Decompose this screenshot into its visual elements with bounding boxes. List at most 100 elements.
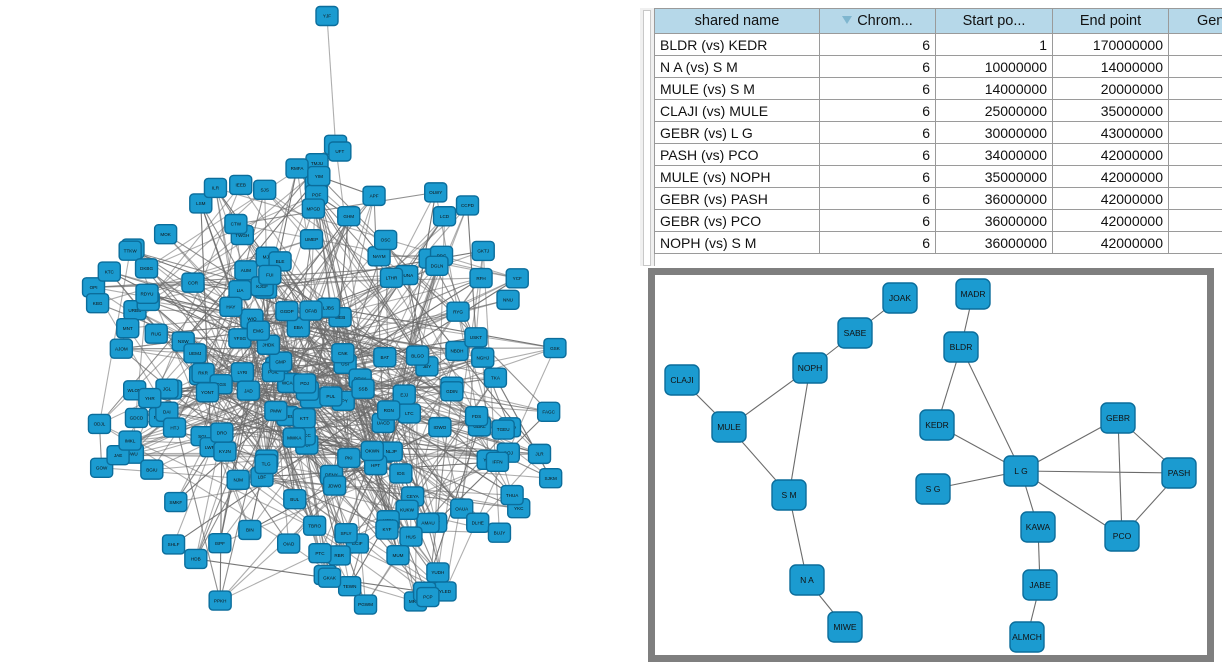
column-header-chromosome[interactable]: Chrom... [819, 8, 936, 34]
network-node[interactable]: PDJ [292, 373, 317, 394]
network-node[interactable]: EJJ [392, 384, 416, 405]
network-node[interactable]: L G [1003, 455, 1039, 487]
network-node[interactable]: JLR [527, 443, 552, 465]
network-node[interactable]: PCP [416, 586, 440, 608]
network-node[interactable]: KYF [375, 519, 399, 540]
network-node[interactable]: BUJY [487, 522, 512, 543]
network-node[interactable]: IFFN [485, 451, 510, 473]
table-row[interactable]: GEBR (vs) PCO636000000420000008.4 [654, 209, 1222, 232]
column-header-shared_name[interactable]: shared name [654, 8, 820, 34]
network-node[interactable]: LYRI [230, 362, 255, 383]
network-node[interactable]: BGIU [140, 459, 164, 480]
network-node[interactable]: BLGO [405, 345, 430, 366]
network-node[interactable]: DKBG [134, 258, 159, 279]
network-node[interactable]: PUL [319, 386, 343, 407]
network-node[interactable]: OIAD [276, 533, 301, 554]
network-node[interactable]: AMAU [416, 512, 440, 534]
network-node[interactable]: SSB [351, 378, 375, 400]
network-node[interactable]: YCF [505, 268, 529, 289]
network-node[interactable]: MNT [116, 317, 140, 339]
network-node[interactable]: PKI [337, 447, 361, 469]
network-node[interactable]: SHLF [161, 534, 186, 555]
network-node[interactable]: BLDR [943, 331, 979, 363]
network-node[interactable]: SMKF [164, 491, 188, 513]
network-node[interactable]: IEEB [229, 174, 253, 196]
network-node[interactable]: JABE [1022, 569, 1058, 601]
network-node[interactable]: BIN [238, 519, 262, 541]
network-node[interactable]: JOAK [882, 282, 918, 314]
network-node[interactable]: LSM [189, 193, 213, 214]
network-node[interactable]: KTT [292, 407, 316, 429]
network-node[interactable]: FDS [464, 405, 489, 427]
network-node[interactable]: YONT [195, 382, 220, 403]
network-node[interactable]: FAGC [536, 401, 561, 422]
network-node[interactable]: KYJN [213, 441, 237, 462]
network-node[interactable]: RGN [377, 400, 401, 421]
network-node[interactable]: HAY [219, 296, 243, 317]
network-node[interactable]: LCD [432, 206, 457, 227]
network-node[interactable]: KTC [97, 261, 121, 282]
network-node[interactable]: RYG [446, 301, 470, 322]
network-node[interactable]: MIWE [827, 611, 863, 643]
network-node[interactable]: UFT [328, 141, 352, 162]
network-node[interactable]: NJM [226, 469, 250, 491]
table-row[interactable]: GEBR (vs) PASH636000000420000008.9 [654, 187, 1222, 210]
network-node[interactable]: ILR [203, 177, 228, 199]
network-node[interactable]: LTC [397, 403, 422, 424]
network-node[interactable]: BAT [373, 346, 397, 368]
table-row[interactable]: NOPH (vs) S M636000000420000009.9 [654, 231, 1222, 254]
network-node[interactable]: PASH [1161, 457, 1197, 489]
subnetwork-canvas[interactable]: CLAJI MULE NOPH SABE JOAK S M N A MIWE MADR BLDR K… [655, 275, 1207, 655]
network-node[interactable]: DLHE [466, 512, 490, 533]
network-node[interactable]: TEWN [337, 575, 362, 597]
network-node[interactable]: S M [771, 479, 807, 511]
network-node[interactable]: IMKL [118, 430, 142, 451]
network-node[interactable]: TGEU [491, 419, 515, 440]
network-node[interactable]: USKT [464, 327, 488, 348]
network-node[interactable]: UEMJ [183, 343, 207, 364]
table-row[interactable]: N A (vs) S M610000000140000006.6 [654, 55, 1222, 78]
network-node[interactable]: COR [181, 272, 205, 293]
network-node[interactable]: HDB [184, 548, 208, 570]
network-node[interactable]: RMFA [285, 158, 309, 179]
edge-attribute-table[interactable]: shared name Chrom... Start po... End point G… [654, 8, 1222, 254]
network-node[interactable]: MPGD [301, 198, 326, 219]
network-node[interactable]: SFLY [334, 523, 358, 544]
network-node[interactable]: CTW [224, 213, 248, 235]
table-row[interactable]: MULE (vs) S M614000000200000007.5 [654, 77, 1222, 100]
network-node[interactable]: PTC [308, 543, 332, 564]
network-node[interactable]: RFH [469, 267, 493, 289]
network-node[interactable]: OKWN [360, 440, 384, 462]
network-node[interactable]: TBRO [302, 515, 327, 536]
network-node[interactable]: MOK [153, 224, 178, 245]
scrollbar-thumb[interactable] [643, 10, 651, 266]
network-node[interactable]: YHR [138, 387, 162, 409]
network-node[interactable]: AJOM [109, 338, 134, 359]
network-node[interactable]: TLG [254, 453, 278, 475]
table-row[interactable]: CLAJI (vs) MULE625000000350000005.9 [654, 99, 1222, 122]
column-header-end_point[interactable]: End point [1052, 8, 1169, 34]
network-node[interactable]: YUDH [426, 562, 450, 583]
network-node[interactable]: HUS [399, 526, 423, 547]
network-node[interactable]: HTJ [162, 417, 187, 438]
network-node[interactable]: NNU [496, 289, 520, 310]
network-node[interactable]: OSC [373, 229, 398, 251]
network-node[interactable]: JDWO [322, 475, 347, 496]
network-node[interactable]: SJS [253, 179, 277, 200]
network-node[interactable]: BUL [283, 488, 307, 510]
network-node[interactable]: LTHR [379, 267, 404, 289]
network-node[interactable]: DGLN [425, 255, 449, 276]
network-node[interactable]: APF [362, 185, 386, 207]
column-header-start_point[interactable]: Start po... [935, 8, 1053, 34]
network-node[interactable]: CNK [331, 342, 355, 364]
column-header-genetic[interactable]: Genetic... [1168, 8, 1222, 34]
network-node[interactable]: MWKA [282, 427, 306, 448]
network-node[interactable]: TTKW [118, 240, 142, 261]
table-row[interactable]: GEBR (vs) L G6300000004300000016.9 [654, 121, 1222, 144]
network-node[interactable]: GKTJ [471, 240, 495, 262]
network-node[interactable]: GDCD [124, 407, 149, 429]
network-node[interactable]: EMG [246, 320, 270, 341]
network-node[interactable]: MULE [711, 411, 747, 443]
network-node[interactable]: YJF [315, 5, 339, 27]
large-network-view[interactable]: YJFCEYAAKFOAPFECIFNBDHWLOMSPDBURBUTBROJH… [0, 0, 640, 669]
